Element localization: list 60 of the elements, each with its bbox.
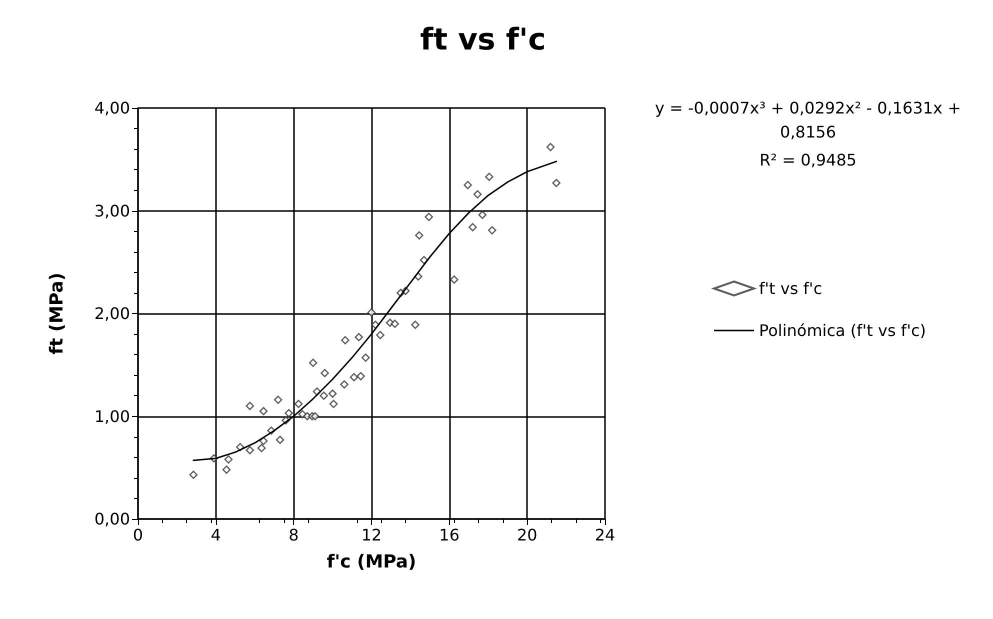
point: [341, 336, 350, 344]
y-tick-label: 2,00: [94, 304, 130, 323]
point: [485, 172, 494, 181]
y-tick-label: 0,00: [94, 510, 130, 528]
point: [224, 455, 233, 464]
point: [468, 223, 477, 232]
x-tick-label: 16: [439, 526, 460, 544]
legend-label: f't vs f'c: [759, 279, 822, 298]
point: [310, 412, 320, 420]
point: [259, 436, 268, 446]
point: [329, 400, 338, 408]
point: [189, 470, 198, 479]
y-tick-label: 3,00: [94, 201, 130, 220]
x-tick-label: 24: [594, 526, 616, 544]
point: [362, 354, 370, 362]
x-tick-label: 0: [132, 526, 144, 544]
y-tick-label: 4,00: [94, 98, 130, 118]
point: [367, 308, 376, 317]
x-tick-label: 12: [361, 526, 382, 544]
point: [236, 442, 244, 452]
text: R² = 0,9485: [759, 150, 857, 170]
point: [294, 400, 303, 408]
point: [328, 389, 337, 398]
point: [274, 396, 282, 404]
point: [546, 142, 555, 152]
point: [320, 392, 328, 400]
legend-label: Polinómica (f't vs f'c): [759, 321, 926, 340]
x-tick-label: 20: [516, 526, 538, 544]
point: [246, 402, 254, 410]
x-axis-title: f'c (MPa): [326, 552, 416, 572]
point: [552, 178, 561, 188]
chart-title: ft vs f'c: [420, 22, 546, 58]
point: [488, 226, 496, 234]
point: [257, 444, 266, 452]
point: [350, 373, 358, 382]
point: [354, 332, 363, 342]
point: [473, 190, 482, 198]
point: [464, 180, 472, 190]
point: [356, 372, 365, 380]
y-tick-label: 1,00: [94, 406, 130, 426]
point: [415, 231, 424, 240]
point: [390, 320, 399, 328]
text: y = -0,0007x³ + 0,0292x² - 0,1631x + 0,8156: [654, 98, 962, 142]
point: [478, 210, 487, 220]
point: [308, 358, 318, 367]
point: [246, 446, 254, 454]
point: [284, 409, 293, 418]
point: [411, 320, 420, 329]
point: [376, 330, 384, 340]
point: [450, 275, 458, 284]
point: [298, 410, 307, 418]
x-tick-label: 8: [288, 526, 299, 544]
point: [340, 380, 348, 389]
point: [424, 212, 434, 222]
y-axis-title: ft (MPa): [46, 272, 68, 354]
point: [222, 466, 231, 474]
point: [259, 406, 268, 416]
x-tick-label: 4: [210, 526, 221, 544]
point: [276, 436, 284, 444]
point: [320, 368, 329, 378]
